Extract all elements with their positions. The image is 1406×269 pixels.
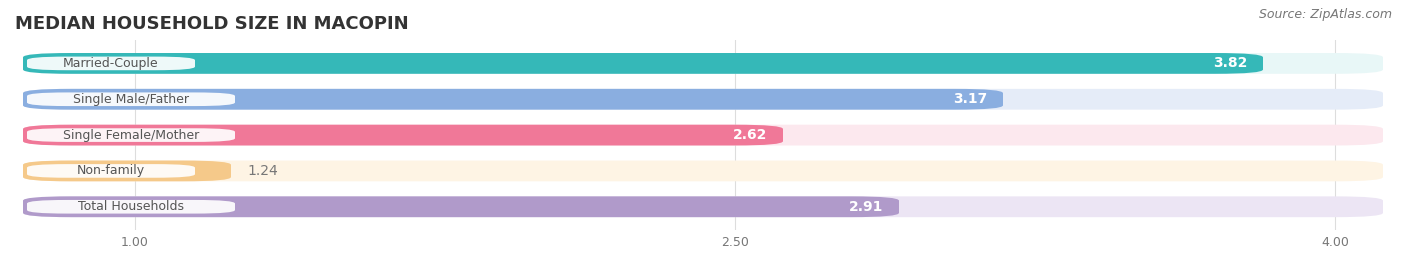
Text: MEDIAN HOUSEHOLD SIZE IN MACOPIN: MEDIAN HOUSEHOLD SIZE IN MACOPIN — [15, 15, 409, 33]
FancyBboxPatch shape — [27, 164, 195, 178]
Text: Single Male/Father: Single Male/Father — [73, 93, 188, 106]
FancyBboxPatch shape — [27, 128, 235, 142]
Text: Non-family: Non-family — [77, 164, 145, 178]
Text: 2.91: 2.91 — [849, 200, 883, 214]
FancyBboxPatch shape — [27, 200, 235, 214]
FancyBboxPatch shape — [22, 161, 1384, 181]
FancyBboxPatch shape — [22, 196, 898, 217]
Text: Single Female/Mother: Single Female/Mother — [63, 129, 200, 141]
FancyBboxPatch shape — [22, 53, 1384, 74]
FancyBboxPatch shape — [22, 89, 1002, 110]
FancyBboxPatch shape — [22, 89, 1384, 110]
Text: 3.17: 3.17 — [953, 92, 987, 106]
FancyBboxPatch shape — [27, 93, 235, 106]
FancyBboxPatch shape — [22, 125, 783, 146]
FancyBboxPatch shape — [22, 125, 1384, 146]
Text: Source: ZipAtlas.com: Source: ZipAtlas.com — [1258, 8, 1392, 21]
Text: Married-Couple: Married-Couple — [63, 57, 159, 70]
Text: 3.82: 3.82 — [1212, 56, 1247, 70]
FancyBboxPatch shape — [22, 161, 231, 181]
FancyBboxPatch shape — [22, 53, 1263, 74]
FancyBboxPatch shape — [22, 196, 1384, 217]
Text: 1.24: 1.24 — [247, 164, 278, 178]
Text: 2.62: 2.62 — [733, 128, 768, 142]
Text: Total Households: Total Households — [77, 200, 184, 213]
FancyBboxPatch shape — [27, 56, 195, 70]
